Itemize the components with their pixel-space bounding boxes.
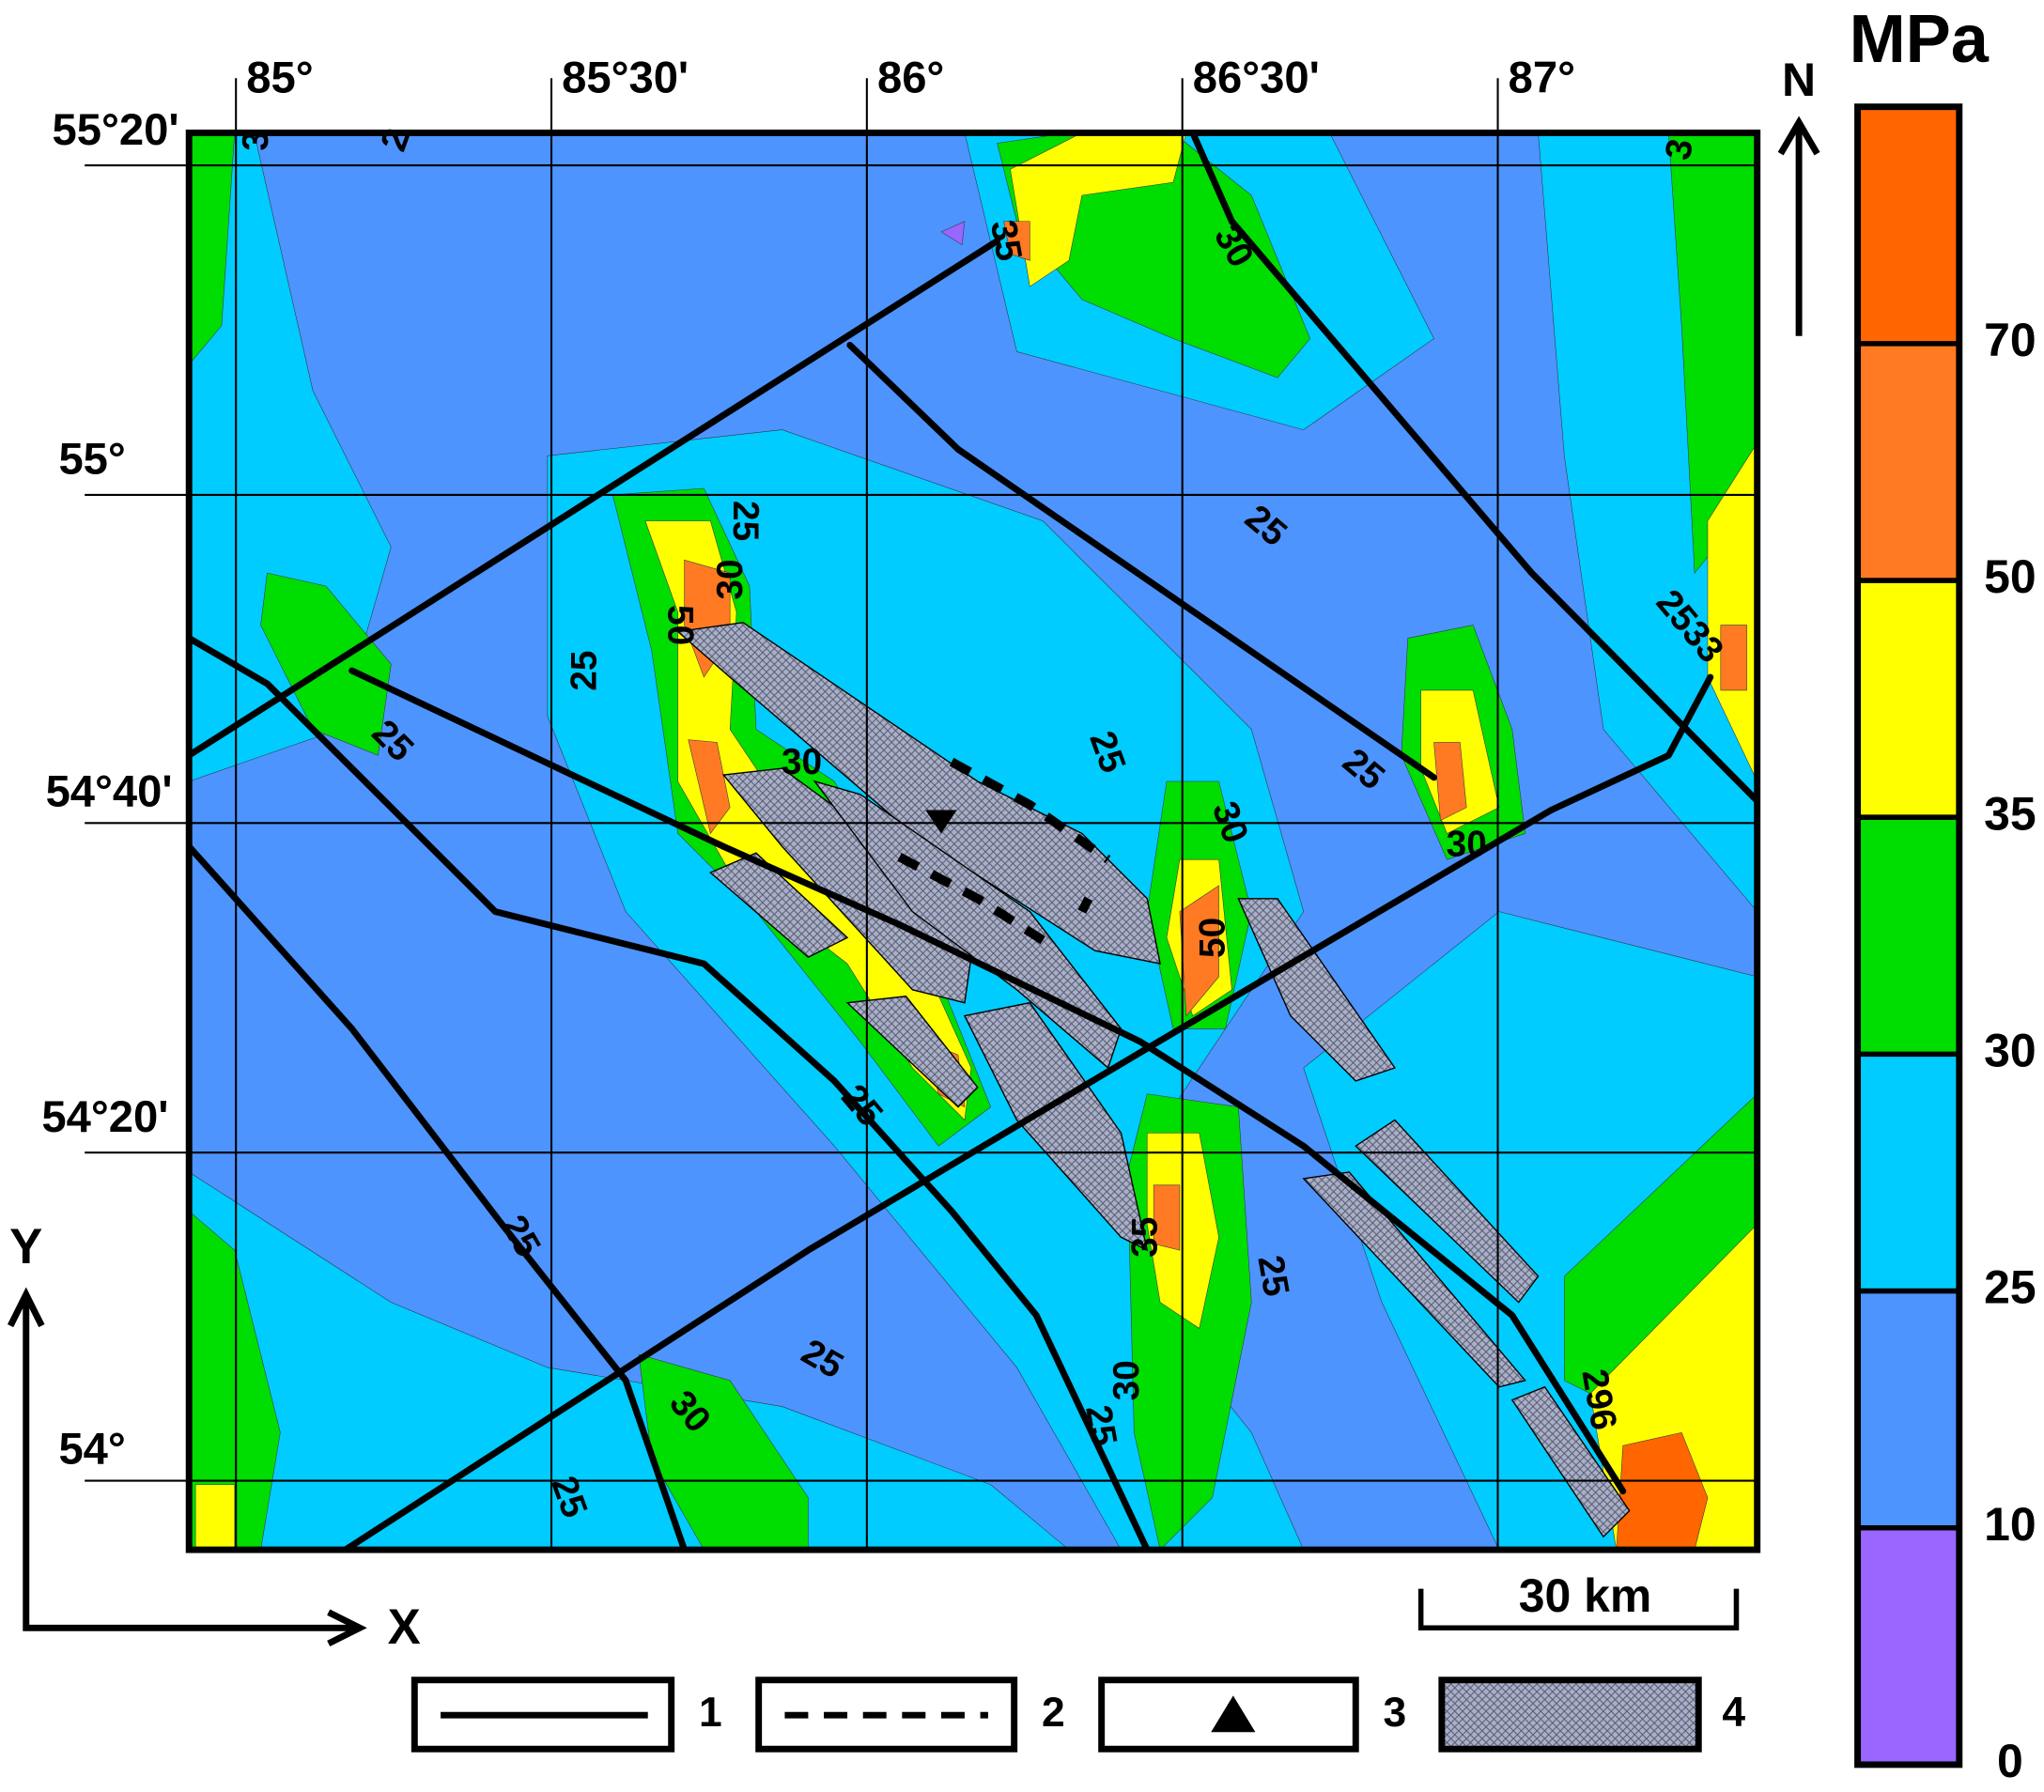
longitude-label: 85°30' — [562, 52, 689, 101]
y-axis-label: Y — [9, 1219, 42, 1274]
hatched-zone — [721, 767, 979, 1004]
hatched-zone — [1510, 1385, 1631, 1538]
dashed-fault — [1077, 896, 1093, 914]
latitude-label: 54° — [58, 1424, 125, 1474]
colorbar-title: MPa — [1850, 2, 1990, 77]
stress-zone — [1616, 1431, 1709, 1551]
contour-label: 35 — [983, 217, 1030, 264]
longitude-label: 87° — [1509, 52, 1575, 101]
axes-arrows: Y X — [7, 1219, 421, 1655]
colorbar-class — [1857, 343, 1959, 581]
stress-zone — [1153, 1184, 1181, 1251]
legend-label: 4 — [1722, 1690, 1745, 1736]
colorbar-tick-label: 10 — [1984, 1498, 2036, 1551]
dashed-fault — [949, 757, 1111, 864]
fault — [189, 842, 689, 1551]
legend-box — [1098, 1676, 1359, 1753]
hatched-zone — [1237, 898, 1396, 1082]
map-overlay — [189, 132, 1758, 1551]
colorbar-class — [1857, 106, 1959, 344]
contour-label: 35 — [1124, 1217, 1165, 1258]
dashed-fault — [897, 853, 1045, 945]
legend-label: 3 — [1384, 1690, 1407, 1736]
north-label: N — [1782, 54, 1816, 106]
north-arrow: N — [1777, 54, 1820, 336]
stress-zone — [189, 1171, 1070, 1551]
legend-box — [1438, 1676, 1702, 1753]
stress-zone — [189, 1211, 281, 1551]
latitude-label: 54°20' — [41, 1091, 168, 1141]
stress-zone — [1707, 441, 1758, 782]
scale-bar: 30 km — [1417, 1569, 1740, 1631]
colorbar-tick-label: 0 — [1997, 1735, 2023, 1787]
stress-zone — [194, 1484, 236, 1551]
hatched-zone — [963, 1001, 1149, 1252]
colorbar-tick-label: 50 — [1984, 550, 2036, 603]
stress-zone — [189, 132, 236, 365]
fault — [189, 634, 1151, 1551]
contour-label: 30 — [1447, 825, 1487, 865]
colorbar-class — [1857, 1054, 1959, 1291]
stress-zone — [1179, 885, 1219, 1017]
colorbar-tick-label: 70 — [1984, 314, 2036, 366]
contour-label: 30 — [782, 742, 822, 782]
fault — [342, 673, 1714, 1551]
colorbar-class — [1857, 1290, 1959, 1528]
contour-label: 25 — [1077, 1402, 1124, 1449]
hatched-zone — [1355, 1119, 1540, 1304]
x-axis-label: X — [388, 1599, 421, 1655]
contour-label: 30 — [1107, 1360, 1147, 1400]
colorbar-class — [1857, 580, 1959, 818]
colorbar: MPa 0 10 25 30 35 50 70 — [1850, 2, 2036, 1787]
station-marker — [925, 810, 957, 834]
stress-zone — [1003, 221, 1030, 261]
fault — [189, 238, 1001, 759]
contour-label: 25 — [725, 501, 766, 541]
colorbar-tick-label: 30 — [1984, 1025, 2036, 1077]
colorbar-tick-label: 25 — [1984, 1261, 2036, 1314]
latitude-label: 54°40' — [46, 765, 173, 815]
hatched-zone — [845, 996, 979, 1108]
contour-label: 30 — [710, 559, 751, 599]
hatched-zone — [709, 852, 849, 958]
contour-label: 25 — [1249, 1253, 1296, 1300]
longitude-label: 85° — [246, 52, 313, 101]
stress-zone — [1433, 742, 1467, 822]
contour-label: 50 — [659, 605, 700, 645]
stress-zone — [688, 739, 731, 835]
fault — [1189, 132, 1758, 805]
stress-zone — [260, 572, 392, 756]
fault — [348, 667, 1627, 1495]
stress-zone — [1010, 132, 1187, 287]
latitude-label: 55°20' — [53, 104, 179, 154]
longitude-label: 86°30' — [1193, 52, 1320, 101]
hatched-zone — [676, 622, 1161, 965]
colorbar-class — [1857, 1527, 1959, 1765]
stress-zone — [1720, 625, 1747, 691]
latitude-label: 55° — [58, 434, 125, 484]
stress-zone — [940, 221, 966, 246]
legend: 1 2 3 4 — [410, 1676, 1745, 1753]
colorbar-class — [1857, 817, 1959, 1055]
map-frame — [185, 129, 1761, 1553]
fault — [846, 341, 1437, 781]
longitude-label: 86° — [877, 52, 944, 101]
scale-label: 30 km — [1519, 1569, 1652, 1622]
legend-label: 2 — [1042, 1690, 1065, 1736]
contour-label: 3 — [236, 131, 276, 151]
map-labels: 85° 85°30' 86° 86°30' 87°55°20'55°54°40'54°2… — [41, 52, 1731, 1522]
colorbar-tick-label: 35 — [1984, 787, 2036, 840]
contour-label: 50 — [1193, 918, 1233, 958]
contour-label: 25 — [565, 651, 605, 691]
legend-label: 1 — [699, 1690, 722, 1736]
